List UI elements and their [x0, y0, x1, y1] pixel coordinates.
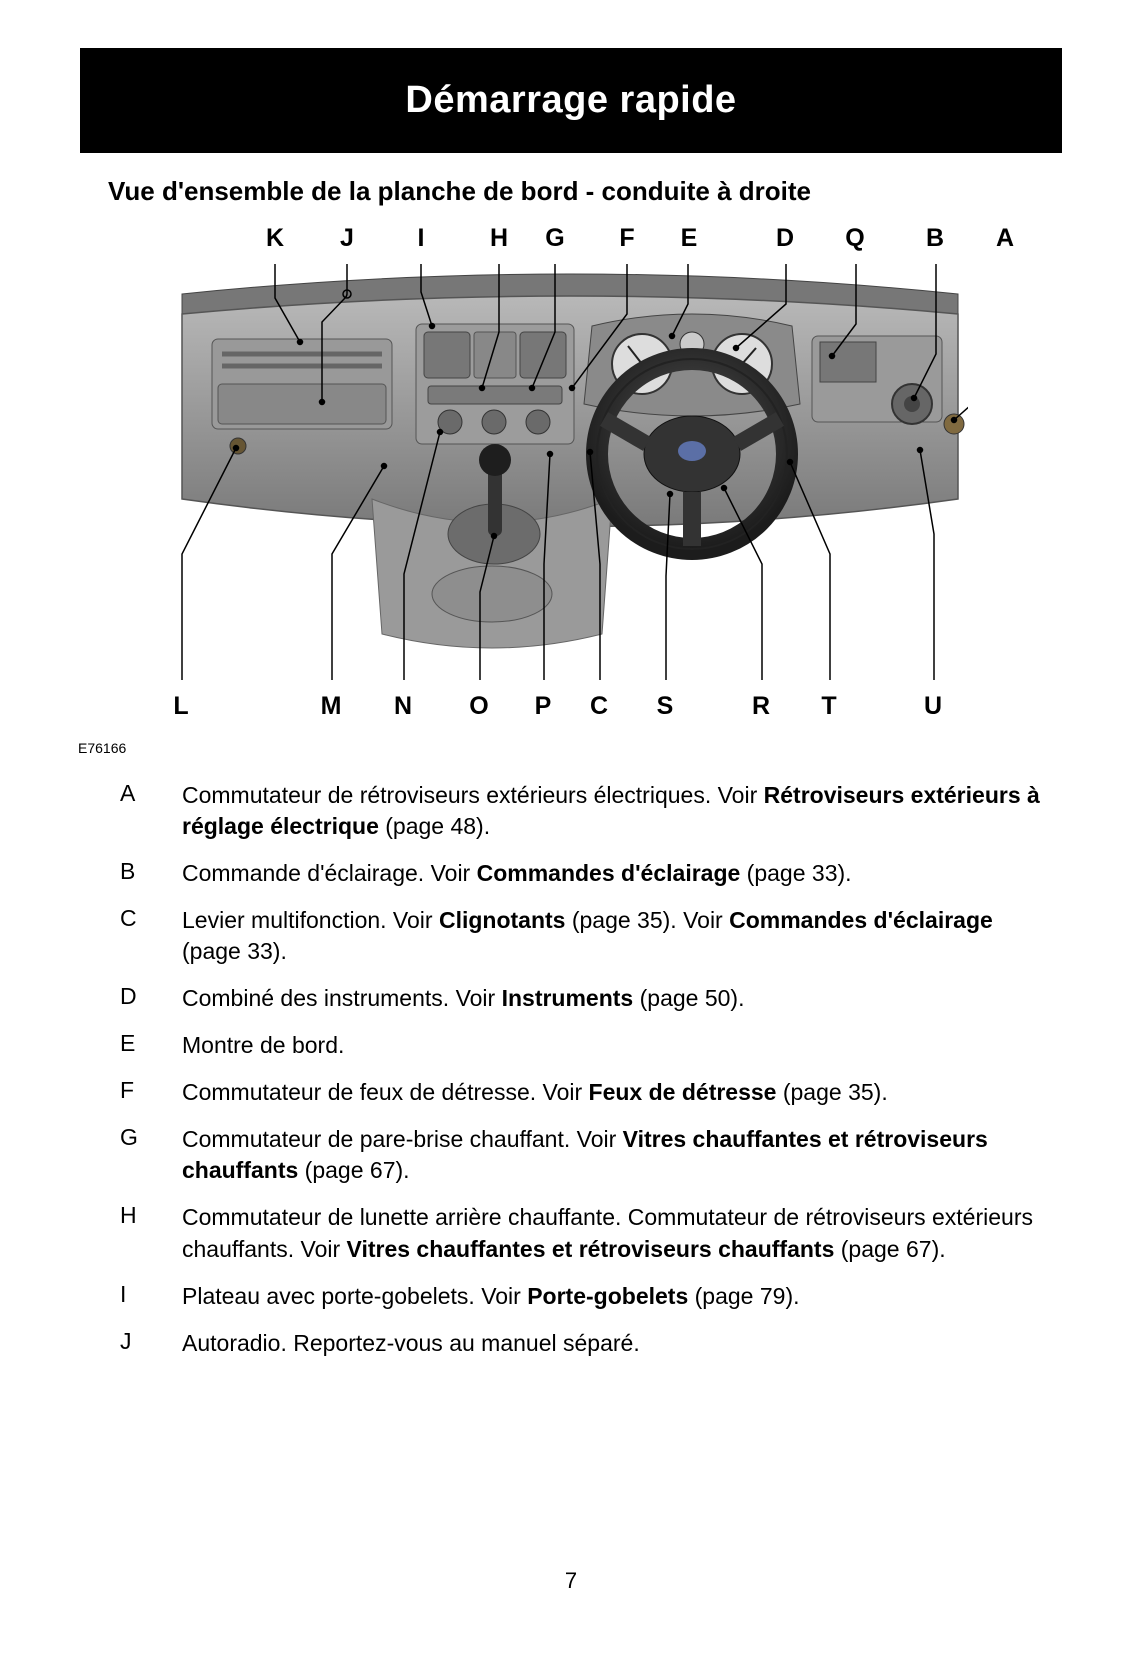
page-banner: Démarrage rapide	[80, 48, 1062, 153]
legend-desc: Commutateur de lunette arrière chauffant…	[182, 1202, 1040, 1264]
callout-label-B: B	[918, 224, 952, 253]
callout-label-K: K	[258, 224, 292, 253]
legend-desc: Montre de bord.	[182, 1030, 344, 1061]
legend-row-J: JAutoradio. Reportez-vous au manuel sépa…	[120, 1328, 1040, 1359]
legend-desc: Commande d'éclairage. Voir Commandes d'é…	[182, 858, 852, 889]
callout-label-G: G	[538, 224, 572, 253]
legend-key: A	[120, 780, 182, 807]
legend-row-I: IPlateau avec porte-gobelets. Voir Porte…	[120, 1281, 1040, 1312]
legend-key: J	[120, 1328, 182, 1355]
legend-key: I	[120, 1281, 182, 1308]
legend-desc: Levier multifonction. Voir Clignotants (…	[182, 905, 1040, 967]
page-number: 7	[0, 1568, 1142, 1594]
legend-row-H: HCommutateur de lunette arrière chauffan…	[120, 1202, 1040, 1264]
callout-label-O: O	[462, 692, 496, 721]
legend-desc: Commutateur de rétroviseurs extérieurs é…	[182, 780, 1040, 842]
legend-desc: Autoradio. Reportez-vous au manuel sépar…	[182, 1328, 640, 1359]
legend-desc: Combiné des instruments. Voir Instrument…	[182, 983, 744, 1014]
callout-label-R: R	[744, 692, 778, 721]
callout-label-N: N	[386, 692, 420, 721]
legend-desc: Commutateur de pare-brise chauffant. Voi…	[182, 1124, 1040, 1186]
callout-label-H: H	[482, 224, 516, 253]
callout-label-T: T	[812, 692, 846, 721]
legend-desc: Plateau avec porte-gobelets. Voir Porte-…	[182, 1281, 800, 1312]
image-id: E76166	[78, 740, 126, 756]
legend-row-C: CLevier multifonction. Voir Clignotants …	[120, 905, 1040, 967]
legend-row-F: FCommutateur de feux de détresse. Voir F…	[120, 1077, 1040, 1108]
callout-label-M: M	[314, 692, 348, 721]
callout-label-Q: Q	[838, 224, 872, 253]
callout-label-P: P	[526, 692, 560, 721]
callout-label-J: J	[330, 224, 364, 253]
legend-key: C	[120, 905, 182, 932]
banner-title: Démarrage rapide	[405, 79, 736, 122]
legend-list: ACommutateur de rétroviseurs extérieurs …	[120, 780, 1040, 1375]
callout-label-S: S	[648, 692, 682, 721]
legend-row-B: BCommande d'éclairage. Voir Commandes d'…	[120, 858, 1040, 889]
callout-label-C: C	[582, 692, 616, 721]
section-subtitle: Vue d'ensemble de la planche de bord - c…	[108, 176, 811, 207]
callout-label-I: I	[404, 224, 438, 253]
legend-key: F	[120, 1077, 182, 1104]
dashboard-illustration	[172, 254, 968, 684]
callout-label-L: L	[164, 692, 198, 721]
legend-key: B	[120, 858, 182, 885]
legend-row-G: GCommutateur de pare-brise chauffant. Vo…	[120, 1124, 1040, 1186]
callout-label-U: U	[916, 692, 950, 721]
callout-label-F: F	[610, 224, 644, 253]
legend-row-A: ACommutateur de rétroviseurs extérieurs …	[120, 780, 1040, 842]
legend-row-D: DCombiné des instruments. Voir Instrumen…	[120, 983, 1040, 1014]
legend-key: E	[120, 1030, 182, 1057]
callout-label-A: A	[988, 224, 1022, 253]
legend-row-E: EMontre de bord.	[120, 1030, 1040, 1061]
legend-key: H	[120, 1202, 182, 1229]
legend-key: D	[120, 983, 182, 1010]
legend-desc: Commutateur de feux de détresse. Voir Fe…	[182, 1077, 888, 1108]
dashboard-figure: K J I HG FE D Q B A	[108, 210, 1030, 730]
callout-label-E: E	[672, 224, 706, 253]
legend-key: G	[120, 1124, 182, 1151]
callout-label-D: D	[768, 224, 802, 253]
